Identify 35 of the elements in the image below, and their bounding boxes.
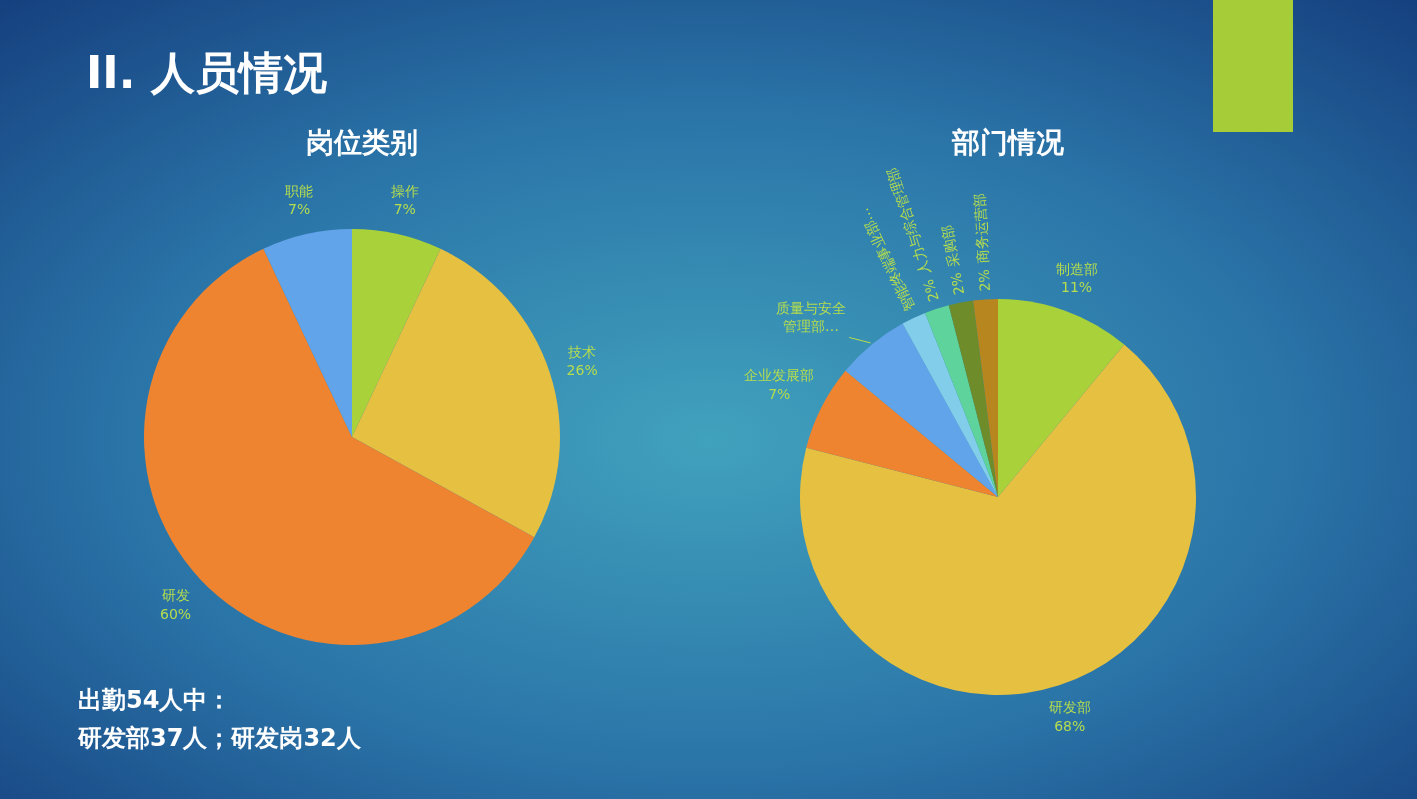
data-label: 2% (975, 268, 994, 292)
slice-label: 研发部 (1048, 699, 1091, 716)
pie-slice (948, 300, 998, 497)
data-label: 2% (919, 277, 942, 304)
pie-slice (352, 229, 441, 437)
pie-slice (800, 344, 1196, 695)
pie-slice (144, 248, 535, 645)
pie-slice (902, 312, 998, 497)
chart-title: 部门情况 (951, 126, 1065, 159)
slice-label: 质量与安全管理部… (776, 300, 847, 335)
pie-slice (925, 305, 998, 497)
slice-label: 商务运营部 (970, 192, 992, 264)
text: 出勤54人中： (78, 686, 232, 714)
text: 研发部37人；研发岗32人 (77, 724, 362, 752)
pie-slice (845, 323, 998, 497)
slice-label: 企业发展部 (744, 367, 815, 384)
data-label: 60% (160, 605, 192, 622)
data-label: 7% (393, 200, 416, 217)
data-label: 2% (947, 271, 968, 297)
slice-label: 技术 (567, 344, 597, 361)
data-label: 68% (1054, 717, 1086, 734)
slice-label: 职能 (285, 182, 314, 199)
slice-label: 研发 (161, 587, 190, 604)
data-label: 26% (566, 362, 598, 379)
pie-slice (352, 248, 560, 538)
pie-slice (998, 299, 1125, 497)
pie-slice (263, 229, 352, 437)
slice-label: 制造部 (1055, 260, 1098, 277)
data-label: 11% (1061, 278, 1093, 295)
data-label: 7% (768, 385, 791, 402)
slice-label: 操作 (390, 182, 419, 199)
text: II. 人员情况 (86, 47, 327, 98)
data-label: 7% (288, 200, 311, 217)
chart-title: 岗位类别 (306, 126, 418, 159)
slice-label: 采购部 (938, 224, 962, 269)
